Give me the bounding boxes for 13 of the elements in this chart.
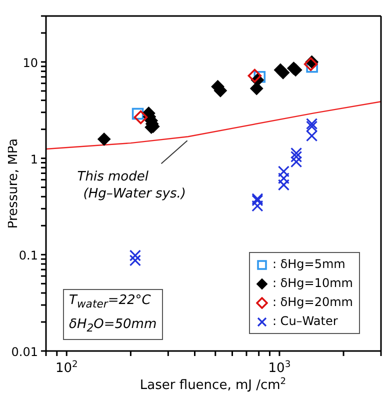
legend-label: : δHg=20mm	[272, 294, 353, 311]
annotation: This model (Hg–Water sys.)	[77, 170, 186, 202]
x-tick-label: 10$^{2}$	[55, 360, 78, 376]
legend-label: : δHg=5mm	[272, 256, 346, 273]
y-tick-label: 1	[30, 152, 38, 166]
x-axis-title: Laser fluence, mJ /cm$^{2}$	[140, 377, 286, 393]
y-tick-label: 10	[22, 56, 38, 70]
y-tick-label: 0.01	[11, 345, 38, 359]
y-tick-label: 0.1	[18, 248, 38, 263]
x-tick-label: 10$^{3}$	[268, 360, 291, 376]
legend-label: : δHg=10mm	[272, 275, 353, 292]
text: T$_{water}$=22°C δH$_{2}$O=50mm	[69, 293, 157, 334]
legend-label: : Cu–Water	[272, 313, 338, 330]
